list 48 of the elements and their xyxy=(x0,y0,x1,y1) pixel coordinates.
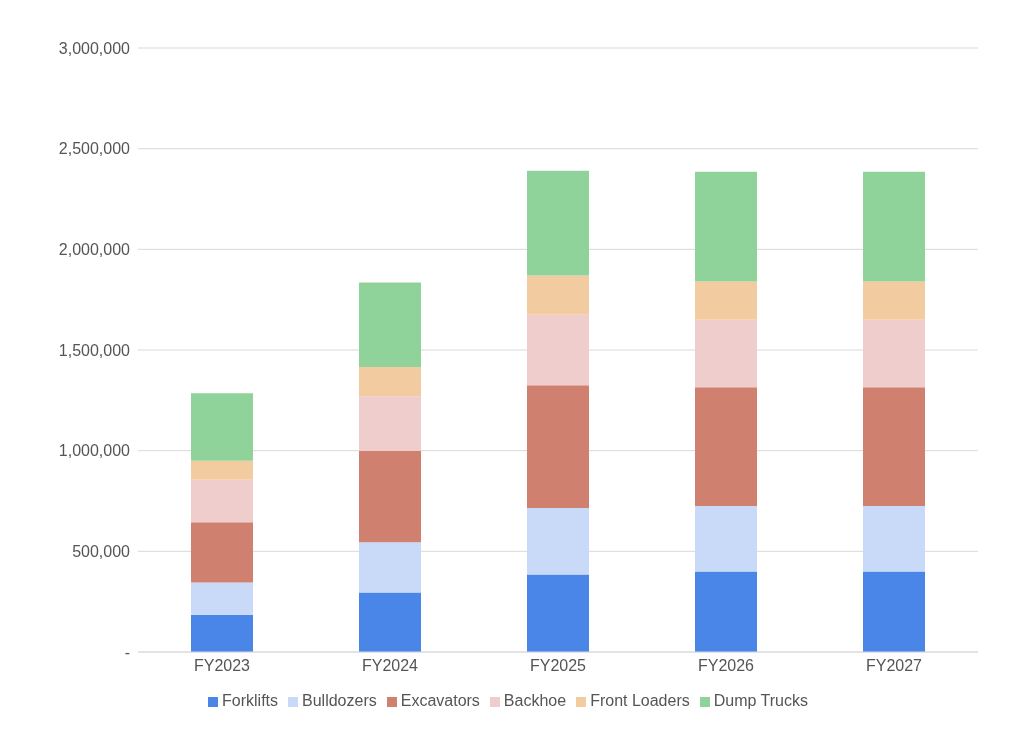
x-tick-label: FY2023 xyxy=(193,657,251,675)
bar xyxy=(527,574,589,652)
bar xyxy=(695,387,757,507)
y-tick-label: 2,500,000 xyxy=(58,140,131,158)
legend-label: Bulldozers xyxy=(302,692,377,709)
bar xyxy=(527,385,589,509)
bar xyxy=(359,592,421,652)
bar xyxy=(191,522,253,583)
x-tick-label: FY2027 xyxy=(865,657,923,675)
bar xyxy=(359,542,421,593)
legend-label: Backhoe xyxy=(503,692,567,709)
bar xyxy=(359,450,421,543)
bar xyxy=(695,506,757,572)
x-tick-label: FY2025 xyxy=(529,657,587,675)
bar xyxy=(863,571,925,652)
bar xyxy=(695,281,757,320)
bar xyxy=(191,460,253,480)
bar xyxy=(191,582,253,615)
legend-label: Front Loaders xyxy=(590,692,690,709)
bar xyxy=(863,387,925,507)
bar xyxy=(863,319,925,388)
bar xyxy=(359,367,421,397)
bar xyxy=(527,314,589,386)
bar xyxy=(191,479,253,523)
bar xyxy=(527,275,589,315)
legend-label: Dump Trucks xyxy=(713,692,808,709)
y-tick-label: 1,000,000 xyxy=(58,442,131,460)
bar xyxy=(863,506,925,572)
bar xyxy=(695,171,757,282)
bar xyxy=(359,396,421,451)
bar xyxy=(863,171,925,282)
bar xyxy=(695,571,757,652)
bar xyxy=(359,282,421,368)
x-tick-label: FY2026 xyxy=(697,657,755,675)
y-tick-label: 2,000,000 xyxy=(58,241,131,259)
y-tick-label: 1,500,000 xyxy=(58,341,131,359)
y-tick-label: - xyxy=(124,643,130,661)
bar xyxy=(191,393,253,461)
bar xyxy=(695,319,757,388)
bar xyxy=(527,508,589,575)
bar xyxy=(527,170,589,276)
legend-label: Excavators xyxy=(400,692,480,709)
y-tick-label: 3,000,000 xyxy=(58,39,131,57)
y-tick-label: 500,000 xyxy=(72,543,131,561)
bar xyxy=(863,281,925,320)
x-tick-label: FY2024 xyxy=(361,657,419,675)
legend-label: Forklifts xyxy=(222,692,279,709)
bar xyxy=(191,614,253,652)
